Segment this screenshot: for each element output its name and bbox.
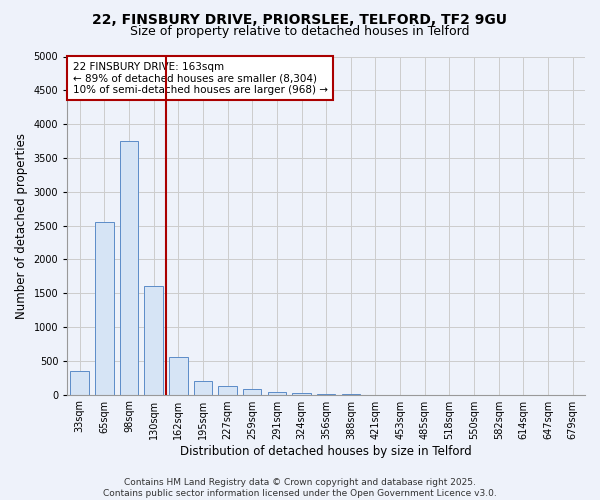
Text: Contains HM Land Registry data © Crown copyright and database right 2025.
Contai: Contains HM Land Registry data © Crown c…: [103, 478, 497, 498]
Bar: [70, 371, 89, 394]
Bar: [120, 141, 138, 395]
Bar: [169, 358, 188, 395]
Text: 22, FINSBURY DRIVE, PRIORSLEE, TELFORD, TF2 9GU: 22, FINSBURY DRIVE, PRIORSLEE, TELFORD, …: [92, 12, 508, 26]
Bar: [145, 286, 163, 395]
X-axis label: Distribution of detached houses by size in Telford: Distribution of detached houses by size …: [180, 444, 472, 458]
Bar: [194, 381, 212, 394]
Bar: [95, 222, 113, 394]
Bar: [268, 392, 286, 394]
Text: Size of property relative to detached houses in Telford: Size of property relative to detached ho…: [130, 25, 470, 38]
Y-axis label: Number of detached properties: Number of detached properties: [15, 132, 28, 318]
Bar: [218, 386, 237, 394]
Text: 22 FINSBURY DRIVE: 163sqm
← 89% of detached houses are smaller (8,304)
10% of se: 22 FINSBURY DRIVE: 163sqm ← 89% of detac…: [73, 62, 328, 95]
Bar: [243, 389, 262, 394]
Bar: [292, 393, 311, 394]
